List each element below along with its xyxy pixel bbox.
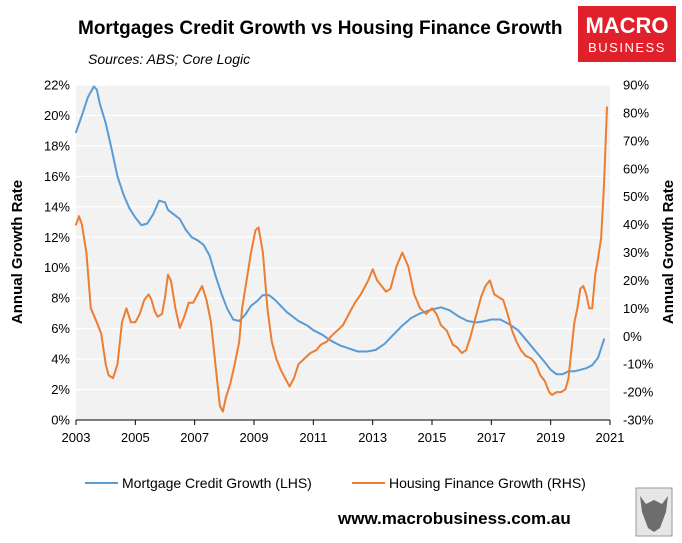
left-tick-label: 20% [44, 108, 70, 123]
left-axis-label: Annual Growth Rate [9, 180, 26, 324]
right-tick-label: 0% [623, 329, 642, 344]
x-tick-label: 2013 [358, 430, 387, 445]
right-tick-label: 40% [623, 217, 649, 232]
logo-background [578, 6, 676, 62]
left-tick-label: 0% [51, 413, 70, 428]
left-tick-label: 12% [44, 230, 70, 245]
x-tick-label: 2007 [180, 430, 209, 445]
left-tick-label: 8% [51, 291, 70, 306]
gridlines [76, 84, 610, 391]
series-line-housing-finance [75, 106, 608, 413]
footer-url: www.macrobusiness.com.au [337, 509, 571, 528]
right-tick-label: 90% [623, 78, 649, 93]
wolf-logo-shape [640, 496, 668, 532]
x-tick-label: 2017 [477, 430, 506, 445]
x-tick-label: 2019 [536, 430, 565, 445]
right-tick-label: 20% [623, 273, 649, 288]
left-axis-ticks: 0% 2% 4% 6% 8% 10% 12% 14% 16% 18% 20% 22% [44, 78, 70, 428]
x-tick-label: 2015 [418, 430, 447, 445]
right-tick-label: 60% [623, 161, 649, 176]
legend-label-lhs: Mortgage Credit Growth (LHS) [122, 475, 312, 491]
x-tick-label: 2021 [596, 430, 625, 445]
left-tick-label: 4% [51, 352, 70, 367]
legend-label-rhs: Housing Finance Growth (RHS) [389, 475, 586, 491]
chart-subtitle: Sources: ABS; Core Logic [88, 51, 250, 67]
x-axis-ticks: 2003 2005 2007 2009 2011 2013 2015 2017 2019 2021 [62, 420, 625, 445]
left-tick-label: 22% [44, 78, 70, 93]
plot-area [76, 85, 610, 420]
macrobusiness-logo: MACRO BUSINESS [578, 6, 676, 62]
right-tick-label: -30% [623, 413, 654, 428]
wolf-logo-icon [635, 487, 673, 537]
left-tick-label: 2% [51, 382, 70, 397]
series-line-mortgage-credit [75, 85, 606, 376]
left-tick-label: 14% [44, 199, 70, 214]
logo-line1: MACRO [585, 13, 668, 38]
right-tick-label: 30% [623, 245, 649, 260]
right-tick-label: -10% [623, 357, 654, 372]
right-axis-ticks: -30% -20% -10% 0% 10% 20% 30% 40% 50% 60% 70% 80% 90… [623, 78, 654, 428]
left-tick-label: 16% [44, 169, 70, 184]
x-tick-label: 2009 [240, 430, 269, 445]
right-tick-label: 10% [623, 301, 649, 316]
x-tick-label: 2005 [121, 430, 150, 445]
left-tick-label: 6% [51, 321, 70, 336]
left-tick-label: 18% [44, 138, 70, 153]
left-tick-label: 10% [44, 260, 70, 275]
right-tick-label: 70% [623, 133, 649, 148]
right-tick-label: -20% [623, 385, 654, 400]
right-tick-label: 80% [623, 105, 649, 120]
logo-line2: BUSINESS [588, 40, 666, 55]
series-lines [75, 85, 608, 413]
right-axis-label: Annual Growth Rate [660, 180, 677, 324]
legend: Mortgage Credit Growth (LHS) Housing Fin… [85, 475, 586, 491]
x-tick-label: 2011 [299, 430, 327, 445]
right-tick-label: 50% [623, 189, 649, 204]
x-tick-label: 2003 [62, 430, 91, 445]
chart-title: Mortgages Credit Growth vs Housing Finan… [78, 18, 563, 39]
